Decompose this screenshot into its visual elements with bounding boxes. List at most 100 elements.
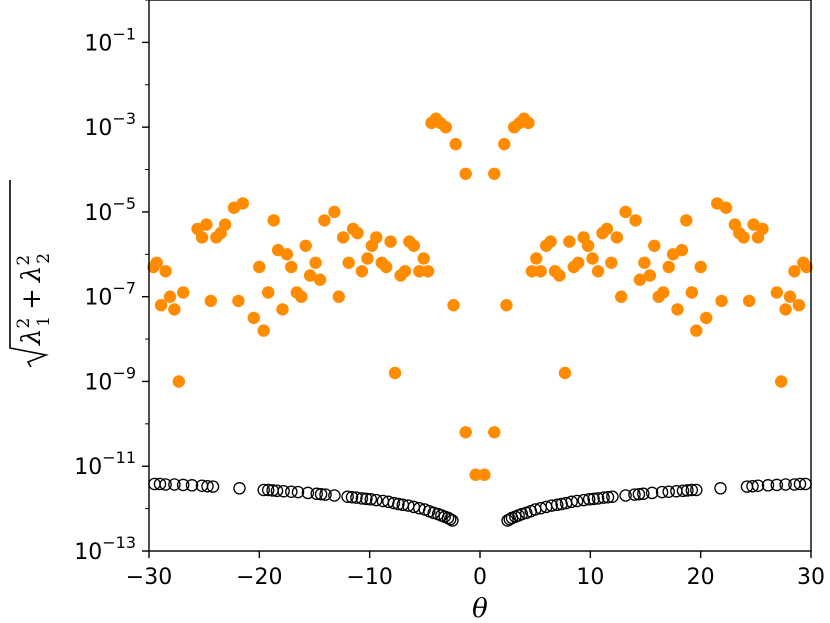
- orange-point-109: [567, 260, 580, 274]
- y-tick-label: 10−3: [84, 109, 136, 141]
- orange-point-126: [488, 426, 501, 439]
- orange-point-45: [380, 260, 393, 274]
- orange-point-93: [648, 239, 661, 252]
- hollow-point-56: [690, 483, 703, 497]
- y-tick-label: 10−13: [74, 533, 136, 565]
- orange-point-83: [694, 260, 707, 274]
- orange-point-16: [232, 294, 245, 308]
- orange-point-99: [615, 290, 628, 303]
- orange-point-37: [342, 256, 355, 269]
- orange-point-68: [783, 290, 797, 303]
- hollow-point-50: [770, 478, 784, 492]
- orange-point-25: [280, 248, 294, 261]
- y-axis-label: λ21+λ22: [9, 180, 54, 368]
- hollow-point-49: [779, 478, 792, 491]
- orange-point-71: [770, 286, 783, 299]
- plot-marks: [147, 112, 813, 527]
- y-tick-label: 10−7: [84, 279, 136, 311]
- orange-point-88: [671, 303, 684, 316]
- hollow-point-57: [685, 483, 699, 497]
- ylabel-sub-2: 2: [34, 253, 54, 264]
- orange-point-74: [747, 218, 760, 231]
- hollow-point-1: [153, 477, 167, 491]
- hollow-point-66: [628, 488, 641, 501]
- orange-point-78: [728, 218, 742, 231]
- hollow-point-28: [370, 493, 383, 507]
- hollow-point-62: [655, 485, 669, 499]
- orange-point-69: [779, 303, 792, 316]
- orange-point-41: [361, 252, 374, 265]
- orange-point-116: [534, 265, 547, 278]
- orange-point-70: [775, 375, 788, 388]
- hollow-point-14: [277, 484, 290, 498]
- orange-point-122: [508, 121, 521, 134]
- orange-point-30: [303, 269, 317, 282]
- orange-point-39: [351, 226, 364, 240]
- orange-point-28: [295, 290, 308, 303]
- orange-point-92: [652, 290, 665, 303]
- hollow-point-70: [597, 491, 610, 504]
- hollow-point-65: [632, 487, 646, 501]
- orange-point-58: [439, 121, 452, 134]
- hollow-point-30: [382, 495, 395, 509]
- orange-point-40: [355, 265, 369, 278]
- sqrt-radical-icon: [9, 180, 49, 368]
- ylabel-lambda-1: λ: [17, 329, 47, 346]
- orange-point-59: [449, 137, 462, 151]
- hollow-point-20: [319, 488, 332, 501]
- orange-point-31: [309, 256, 322, 269]
- x-axis: −30 −20 −10 0 10 20 30: [126, 551, 825, 590]
- hollow-point-45: [446, 514, 459, 527]
- y-tick-label: 10−11: [74, 448, 136, 480]
- hollow-point-26: [360, 492, 373, 506]
- orange-point-51: [407, 239, 420, 252]
- hollow-point-73: [582, 493, 596, 506]
- orange-point-118: [525, 265, 539, 278]
- hollow-point-32: [392, 497, 405, 511]
- hollow-point-63: [645, 486, 659, 500]
- orange-point-94: [643, 269, 657, 282]
- orange-point-115: [540, 239, 553, 252]
- orange-point-29: [299, 239, 312, 252]
- orange-point-17: [236, 197, 249, 210]
- orange-point-111: [558, 366, 572, 380]
- ylabel-sub-1: 1: [34, 316, 54, 327]
- orange-point-34: [328, 205, 341, 219]
- orange-point-125: [500, 299, 513, 312]
- orange-point-33: [318, 214, 331, 227]
- orange-point-7: [177, 286, 190, 299]
- orange-point-66: [792, 299, 806, 312]
- orange-point-47: [388, 366, 402, 380]
- orange-point-65: [797, 256, 810, 269]
- y-tick-label: 10−9: [84, 363, 136, 395]
- y-tick-label: 10−1: [84, 24, 136, 56]
- orange-point-22: [267, 214, 280, 227]
- hollow-point-69: [601, 490, 615, 504]
- orange-point-95: [638, 256, 651, 269]
- orange-point-52: [413, 265, 426, 278]
- hollow-point-67: [619, 489, 632, 502]
- hollow-point-59: [676, 484, 690, 498]
- x-tick-label: −10: [346, 565, 392, 590]
- hollow-point-71: [591, 492, 605, 505]
- orange-point-14: [218, 218, 232, 231]
- orange-point-67: [788, 265, 801, 278]
- orange-point-105: [586, 252, 599, 265]
- hollow-point-25: [355, 492, 369, 505]
- hollow-point-10: [257, 483, 270, 497]
- orange-point-61: [447, 299, 460, 312]
- orange-point-35: [332, 290, 345, 303]
- hollow-point-61: [662, 485, 675, 498]
- orange-point-18: [247, 311, 260, 325]
- orange-point-96: [633, 273, 647, 286]
- hollow-point-77: [559, 496, 573, 510]
- hollow-point-19: [314, 487, 328, 501]
- orange-point-36: [337, 231, 350, 244]
- orange-point-127: [478, 468, 491, 481]
- orange-point-101: [605, 256, 618, 269]
- hollow-point-44: [443, 512, 457, 526]
- hollow-point-7: [201, 479, 214, 493]
- orange-point-107: [577, 231, 590, 244]
- hollow-point-18: [310, 487, 323, 501]
